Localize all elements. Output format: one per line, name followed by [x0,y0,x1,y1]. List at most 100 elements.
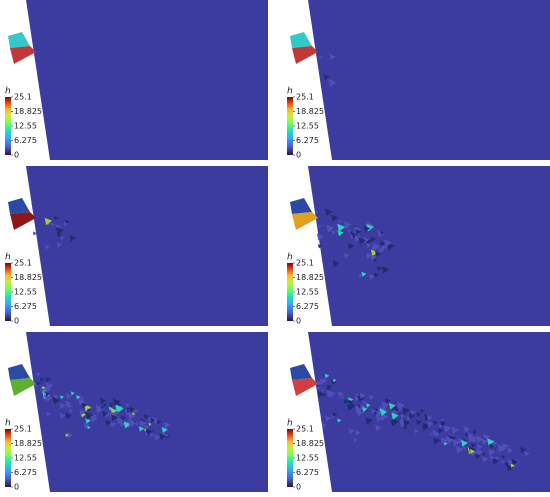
debris [482,452,487,457]
colorbar-tick-label: 12.55 [296,288,319,297]
colorbar-tick-label: 25.1 [296,425,314,434]
debris [129,406,136,413]
reservoir-lower [292,212,318,230]
debris [326,224,335,233]
debris [379,240,386,247]
colorbar [5,263,11,321]
debris [399,413,406,419]
debris [406,416,412,421]
debris [520,446,527,453]
debris [317,244,323,249]
colorbar-tick-label: 6.275 [14,302,37,311]
debris [84,404,92,412]
debris [36,381,41,386]
debris [370,236,376,242]
debris [126,410,131,414]
colorbar-tick-label: 0 [296,151,301,160]
debris [506,464,515,472]
debris [362,406,368,413]
debris [322,423,327,428]
debris [363,236,370,244]
debris [145,429,150,433]
debris [488,448,496,456]
debris [373,272,379,278]
colorbar-tick-label: 18.825 [296,273,324,282]
debris [154,434,161,441]
reservoir-upper [8,32,30,48]
debris [375,251,381,257]
debris [495,456,500,461]
debris [153,417,160,424]
debris [322,393,327,397]
debris [376,415,383,422]
debris [144,424,150,430]
debris [65,412,72,420]
debris [357,395,365,403]
debris [83,422,91,430]
debris [350,231,355,236]
colorbar-tick-label: 12.55 [14,454,37,463]
debris [410,409,416,415]
debris [507,459,514,465]
reservoir-upper [8,364,30,380]
colorbar-tick-label: 6.275 [296,136,319,145]
debris [440,420,447,427]
debris [471,437,478,444]
colorbar [287,97,293,155]
debris [326,389,335,398]
debris [87,425,91,430]
debris [355,393,359,397]
debris [354,396,360,402]
debris [504,461,510,467]
debris [100,406,104,410]
debris [507,447,513,454]
debris [493,444,498,448]
debris [359,392,366,399]
debris [50,222,55,227]
debris [481,438,489,445]
debris [43,394,52,402]
debris [422,424,429,431]
debris [135,421,140,426]
debris [55,226,64,235]
debris [329,53,336,61]
colorbar-tick-label: 18.825 [14,107,42,116]
debris [368,273,376,280]
debris [56,241,63,248]
debris [378,247,384,254]
panel: h25.1 18.825 12.55 6.275 0 [0,332,268,492]
debris [321,388,325,392]
debris [408,413,416,420]
debris [324,208,333,217]
debris [446,436,454,444]
debris [318,224,322,228]
debris [381,401,390,410]
debris [99,397,106,404]
colorbar [5,429,11,487]
debris [397,401,406,410]
debris [426,414,433,421]
colorbar-tick-label: 25.1 [14,259,32,268]
debris [366,242,372,248]
debris [332,378,337,383]
debris [79,409,86,416]
debris [403,425,408,430]
debris [403,419,411,427]
debris [471,443,476,448]
debris [324,373,330,379]
debris [461,440,468,447]
debris [440,418,445,422]
debris [487,438,495,446]
debris [473,430,478,435]
debris [40,387,46,393]
debris [328,79,337,87]
debris [358,237,366,245]
debris [371,408,376,414]
debris [358,273,363,278]
debris [128,419,135,427]
debris [85,411,94,420]
colorbar [287,429,293,487]
debris [70,391,75,396]
debris [362,400,367,405]
debris [65,400,72,407]
